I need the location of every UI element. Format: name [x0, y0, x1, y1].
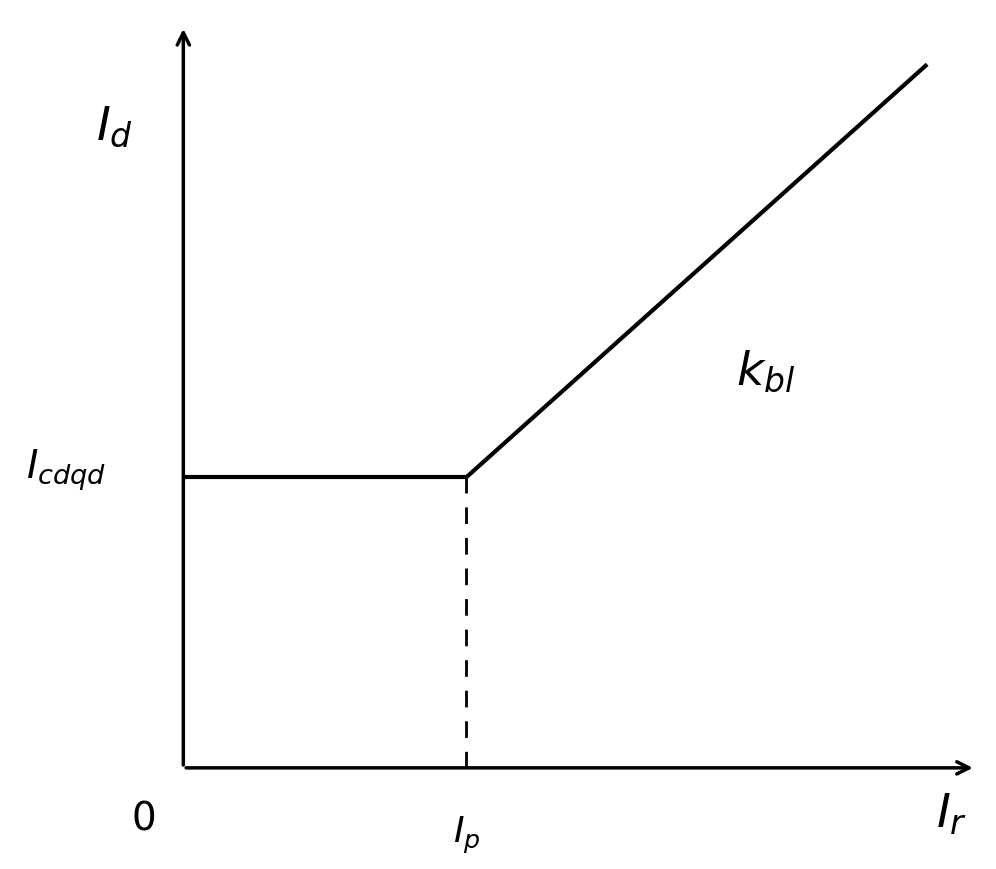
Text: $0$: $0$ — [130, 799, 155, 837]
Text: $k_{bl}$: $k_{bl}$ — [736, 348, 795, 394]
Text: $I_{cdqd}$: $I_{cdqd}$ — [26, 448, 107, 493]
Text: $I_r$: $I_r$ — [936, 791, 967, 837]
Text: $I_p$: $I_p$ — [452, 813, 480, 855]
Text: $I_d$: $I_d$ — [96, 103, 133, 149]
